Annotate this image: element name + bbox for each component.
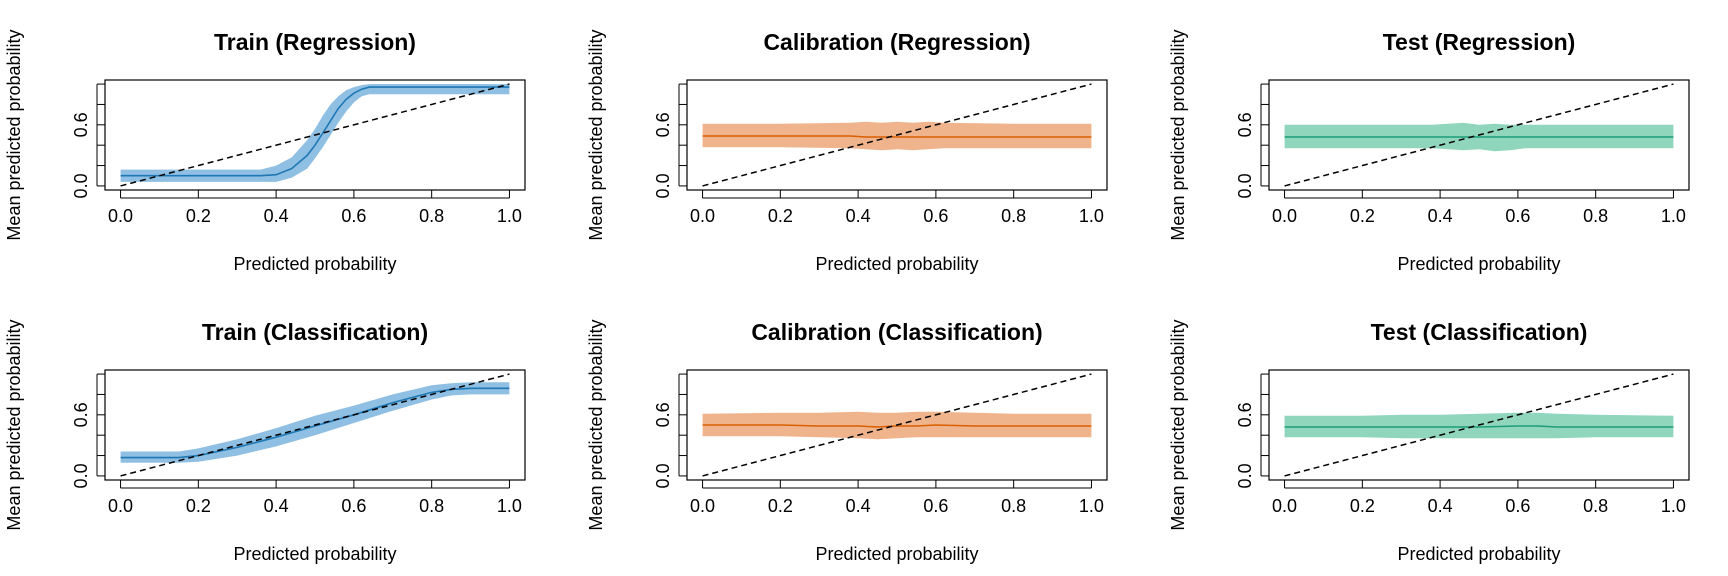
mean-line xyxy=(120,86,510,177)
x-tick-label: 0.6 xyxy=(1505,206,1530,226)
confidence-band xyxy=(702,121,1092,151)
reference-diagonal xyxy=(702,83,1092,187)
plot-frame xyxy=(686,369,1108,481)
x-axis-label: Predicted probability xyxy=(233,544,396,564)
plot-frame xyxy=(686,79,1108,191)
plot-frame xyxy=(104,79,526,191)
x-tick-label: 0.0 xyxy=(1272,206,1297,226)
x-tick-label: 0.4 xyxy=(846,496,871,516)
y-tick-label: 0.6 xyxy=(71,112,91,137)
x-tick-label: 1.0 xyxy=(1661,206,1686,226)
x-tick-label: 0.8 xyxy=(1001,496,1026,516)
x-tick-label: 0.0 xyxy=(690,496,715,516)
y-axis-label: Mean predicted probability xyxy=(586,29,606,240)
x-tick-label: 0.0 xyxy=(108,496,133,516)
chart-panel: Train (Regression) 0.0 0.2 0.4 0.6 0.8 1.0 0.0 0… xyxy=(4,29,526,274)
chart-title: Train (Classification) xyxy=(202,319,428,345)
y-axis-label: Mean predicted probability xyxy=(586,319,606,530)
y-axis-label: Mean predicted probability xyxy=(1168,319,1188,530)
x-tick-label: 0.0 xyxy=(1272,496,1297,516)
x-tick-label: 1.0 xyxy=(497,206,522,226)
chart-panel: Calibration (Classification) 0.0 0.2 0.4 0.6… xyxy=(586,319,1108,564)
y-tick-label: 0.0 xyxy=(71,173,91,198)
reference-diagonal xyxy=(1284,373,1674,477)
x-axis-label: Predicted probability xyxy=(815,254,978,274)
y-tick-label: 0.0 xyxy=(653,463,673,488)
x-tick-label: 0.8 xyxy=(1583,206,1608,226)
x-tick-label: 1.0 xyxy=(1079,496,1104,516)
confidence-band xyxy=(120,84,510,182)
y-axis-label: Mean predicted probability xyxy=(4,29,24,240)
x-tick-label: 0.6 xyxy=(923,206,948,226)
plot-frame xyxy=(104,369,526,481)
y-tick-label: 0.0 xyxy=(1235,463,1255,488)
x-tick-label: 0.4 xyxy=(1428,206,1453,226)
plot-frame xyxy=(1268,369,1690,481)
x-tick-label: 0.2 xyxy=(768,496,793,516)
x-tick-label: 0.2 xyxy=(186,206,211,226)
x-axis-label: Predicted probability xyxy=(815,544,978,564)
reference-diagonal xyxy=(1284,83,1674,187)
x-tick-label: 1.0 xyxy=(1079,206,1104,226)
x-tick-label: 0.0 xyxy=(690,206,715,226)
y-tick-label: 0.6 xyxy=(1235,402,1255,427)
x-tick-label: 0.6 xyxy=(1505,496,1530,516)
chart-title: Train (Regression) xyxy=(214,29,416,55)
chart-panel: Test (Regression) 0.0 0.2 0.4 0.6 0.8 1.0 0.0 0.… xyxy=(1168,29,1690,274)
x-tick-label: 0.6 xyxy=(341,206,366,226)
x-tick-label: 0.4 xyxy=(264,496,289,516)
y-tick-label: 0.0 xyxy=(71,463,91,488)
x-tick-label: 0.8 xyxy=(1583,496,1608,516)
y-tick-label: 0.6 xyxy=(71,402,91,427)
x-tick-label: 0.8 xyxy=(419,206,444,226)
y-tick-label: 0.0 xyxy=(653,173,673,198)
reference-diagonal xyxy=(120,83,510,187)
plot-frame xyxy=(1268,79,1690,191)
x-tick-label: 0.6 xyxy=(341,496,366,516)
y-axis-label: Mean predicted probability xyxy=(1168,29,1188,240)
chart-panel: Train (Classification) 0.0 0.2 0.4 0.6 0.8 1.0… xyxy=(4,319,526,564)
chart-title: Calibration (Classification) xyxy=(751,319,1042,345)
x-tick-label: 0.2 xyxy=(768,206,793,226)
x-tick-label: 0.8 xyxy=(1001,206,1026,226)
x-tick-label: 0.6 xyxy=(923,496,948,516)
x-axis-label: Predicted probability xyxy=(233,254,396,274)
x-tick-label: 0.4 xyxy=(1428,496,1453,516)
y-tick-label: 0.6 xyxy=(1235,112,1255,137)
x-axis-label: Predicted probability xyxy=(1397,544,1560,564)
reference-diagonal xyxy=(702,373,1092,477)
mean-line xyxy=(1284,425,1674,428)
x-tick-label: 0.2 xyxy=(186,496,211,516)
mean-line xyxy=(702,135,1092,138)
chart-title: Test (Regression) xyxy=(1383,29,1576,55)
mean-line xyxy=(702,424,1092,428)
confidence-band xyxy=(120,382,510,463)
reference-diagonal xyxy=(120,373,510,477)
x-tick-label: 0.2 xyxy=(1350,496,1375,516)
x-tick-label: 0.0 xyxy=(108,206,133,226)
chart-title: Calibration (Regression) xyxy=(763,29,1030,55)
x-tick-label: 1.0 xyxy=(1661,496,1686,516)
y-tick-label: 0.6 xyxy=(653,112,673,137)
chart-panel: Calibration (Regression) 0.0 0.2 0.4 0.6 0.8 1… xyxy=(586,29,1108,274)
x-axis-label: Predicted probability xyxy=(1397,254,1560,274)
x-tick-label: 0.4 xyxy=(846,206,871,226)
y-tick-label: 0.6 xyxy=(653,402,673,427)
chart-title: Test (Classification) xyxy=(1371,319,1588,345)
y-tick-label: 0.0 xyxy=(1235,173,1255,198)
x-tick-label: 1.0 xyxy=(497,496,522,516)
chart-panel: Test (Classification) 0.0 0.2 0.4 0.6 0.8 1.0 0… xyxy=(1168,319,1690,564)
x-tick-label: 0.4 xyxy=(264,206,289,226)
y-axis-label: Mean predicted probability xyxy=(4,319,24,530)
x-tick-label: 0.2 xyxy=(1350,206,1375,226)
x-tick-label: 0.8 xyxy=(419,496,444,516)
